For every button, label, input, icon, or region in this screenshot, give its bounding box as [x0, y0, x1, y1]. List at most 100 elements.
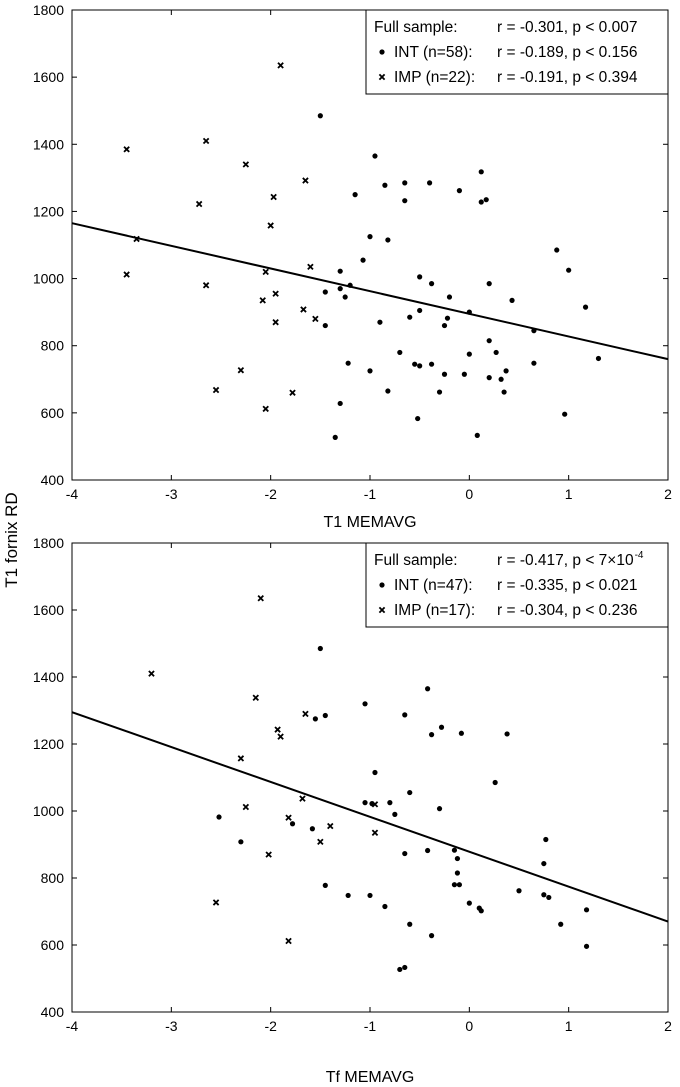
int-point [503, 368, 509, 374]
y-tick-label: 400 [41, 472, 65, 488]
int-point [417, 274, 423, 280]
imp-point [212, 386, 220, 394]
int-point [412, 361, 418, 367]
int-point [402, 964, 408, 971]
int-point [407, 921, 413, 927]
imp-point [202, 282, 210, 289]
x-axis-label: T1 MEMAVG [323, 514, 416, 531]
y-tick-label: 1000 [33, 803, 64, 819]
int-point [322, 882, 328, 888]
int-point [493, 349, 499, 356]
int-point [379, 582, 385, 588]
imp-point [274, 726, 281, 733]
int-point [372, 153, 378, 159]
imp-point [212, 899, 220, 906]
x-tick-label: -2 [264, 1018, 277, 1034]
x-tick-label: -4 [66, 1018, 79, 1034]
imp-point [195, 200, 203, 208]
imp-point [312, 315, 319, 323]
legend-label: IMP (n=17): [394, 602, 475, 619]
int-point [504, 731, 510, 737]
int-point [352, 192, 358, 198]
legend-label: Full sample: [374, 19, 458, 36]
int-point [454, 855, 461, 862]
int-point [501, 389, 507, 395]
regression-line [71, 711, 669, 923]
imp-point [133, 235, 140, 243]
int-point [428, 732, 435, 738]
x-tick-label: -3 [165, 486, 178, 502]
imp-point [270, 193, 277, 201]
y-tick-label: 1400 [33, 136, 64, 152]
imp-point [302, 710, 309, 718]
legend-stat: r = -0.335, p < 0.021 [497, 577, 637, 594]
int-point [546, 894, 552, 901]
y-tick-label: 600 [41, 937, 65, 953]
x-tick-label: -1 [364, 486, 377, 502]
imp-point [252, 694, 260, 702]
int-point [478, 169, 484, 175]
int-point [402, 180, 408, 186]
int-point [427, 180, 433, 186]
y-tick-label: 1200 [33, 736, 64, 752]
legend-stat: r = -0.417, p < 7×10 [497, 552, 634, 569]
int-point [458, 730, 464, 736]
imp-point [302, 177, 309, 184]
legend: Full sample: r = -0.301, p < 0.007 INT (n=… [365, 9, 669, 95]
legend-stat: r = -0.304, p < 0.236 [497, 602, 637, 619]
int-point [583, 943, 590, 949]
int-point [312, 716, 318, 722]
imp-point [148, 670, 155, 677]
imp-point [265, 851, 272, 858]
legend-label: IMP (n=22): [394, 69, 475, 86]
int-point [454, 870, 461, 876]
int-point [531, 328, 537, 334]
imp-point [300, 306, 307, 313]
int-point [451, 847, 458, 853]
imp-point [371, 801, 379, 808]
regression-line [71, 222, 669, 361]
int-point [322, 712, 328, 719]
x-tick-label: 1 [565, 486, 573, 502]
int-point [492, 779, 498, 786]
int-point [466, 900, 472, 906]
imp-point [378, 73, 386, 81]
imp-point [277, 733, 284, 740]
int-point [486, 281, 492, 287]
int-point [360, 257, 366, 263]
int-point [415, 415, 421, 422]
legend-label: Full sample: [374, 552, 458, 569]
x-tick-label: 0 [465, 486, 473, 502]
int-point [478, 199, 484, 205]
int-point [337, 400, 343, 407]
imp-point [259, 297, 266, 304]
int-point [428, 361, 435, 367]
int-point [466, 351, 472, 357]
int-point [456, 882, 462, 888]
int-point [498, 376, 504, 382]
legend-box [365, 542, 669, 628]
x-tick-label: -1 [364, 1018, 377, 1034]
y-tick-label: 1800 [33, 2, 64, 18]
x-tick-label: 2 [664, 1018, 672, 1034]
imp-point [327, 822, 334, 830]
imp-point [378, 606, 386, 614]
int-point [238, 839, 244, 845]
int-point [402, 198, 408, 204]
imp-point [262, 268, 269, 276]
x-axis-label: Tf MEMAVG [326, 1069, 415, 1086]
imp-point [317, 838, 324, 846]
imp-point [272, 290, 279, 297]
y-tick-label: 1200 [33, 203, 64, 219]
int-point [367, 234, 373, 240]
int-point [382, 182, 388, 188]
int-point [322, 289, 328, 295]
imp-point [237, 755, 245, 762]
int-point [317, 645, 323, 652]
x-tick-label: -3 [165, 1018, 178, 1034]
int-point [425, 847, 431, 854]
int-point [566, 267, 572, 273]
int-point [322, 322, 328, 329]
int-point [402, 712, 408, 718]
int-point [382, 903, 388, 910]
